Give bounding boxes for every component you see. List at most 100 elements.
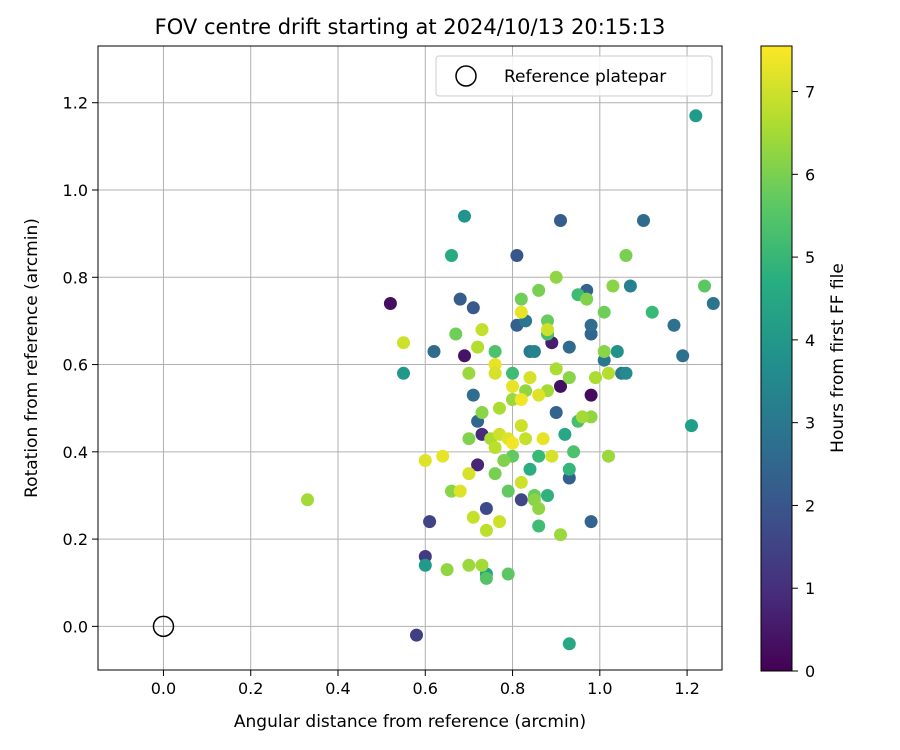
scatter-point [514, 493, 528, 507]
scatter-point [462, 558, 476, 572]
x-tick-label: 0.8 [500, 679, 525, 698]
scatter-point [549, 270, 563, 284]
scatter-point [436, 449, 450, 463]
scatter-point [462, 366, 476, 380]
x-tick-label: 0.0 [151, 679, 176, 698]
x-tick-label: 0.6 [413, 679, 438, 698]
scatter-point [458, 349, 471, 363]
scatter-point [554, 214, 567, 227]
scatter-point [462, 467, 476, 481]
scatter-point [689, 109, 703, 123]
grid-lines [98, 46, 722, 670]
scatter-point [597, 345, 611, 358]
scatter-point [580, 292, 594, 306]
scatter-point [471, 458, 485, 472]
scatter-point [514, 292, 528, 306]
colorbar-tick-label: 6 [805, 165, 815, 184]
y-tick-label: 1.0 [63, 181, 88, 200]
scatter-point [685, 419, 698, 433]
scatter-point [466, 301, 480, 315]
scatter-point [510, 249, 524, 262]
scatter-point [488, 366, 502, 380]
scatter-point [602, 366, 615, 380]
scatter-point [523, 371, 537, 385]
scatter-point [527, 345, 541, 358]
colorbar-tick-label: 4 [805, 331, 815, 350]
colorbar-label: Hours from first FF file [828, 263, 848, 453]
x-axis-label: Angular distance from reference (arcmin) [234, 712, 586, 732]
scatter-point [440, 563, 454, 577]
scatter-point [410, 628, 423, 642]
y-axis-ticks: 0.0 0.2 0.4 0.6 0.8 1.0 1.2 [63, 94, 98, 636]
scatter-point [501, 567, 515, 581]
colorbar-tick-label: 0 [805, 662, 815, 681]
colorbar-tick-label: 2 [805, 496, 815, 515]
scatter-point [667, 318, 681, 332]
scatter-point [523, 462, 537, 476]
x-tick-label: 0.4 [325, 679, 350, 698]
legend-box [435, 55, 713, 97]
colorbar-tick-label: 7 [805, 83, 815, 102]
scatter-point [497, 454, 511, 467]
scatter-point [462, 432, 476, 446]
y-tick-label: 0.2 [63, 530, 88, 549]
scatter-point [423, 515, 437, 529]
scatter-point [475, 406, 489, 419]
scatter-point [506, 436, 519, 450]
scatter-point [493, 515, 506, 529]
y-tick-label: 0.4 [63, 443, 88, 462]
scatter-point [458, 209, 471, 223]
scatter-point [558, 427, 572, 441]
chart-title: FOV centre drift starting at 2024/10/13 … [155, 15, 666, 39]
scatter-point [453, 292, 467, 306]
scatter-point [562, 462, 576, 476]
scatter-point [445, 249, 458, 262]
scatter-point [488, 345, 502, 358]
y-tick-label: 0.6 [63, 356, 88, 375]
colorbar-ticks: 0 1 2 3 4 5 6 7 [792, 83, 815, 681]
scatter-point [575, 410, 589, 424]
scatter-point [506, 379, 519, 393]
colorbar-tick-label: 1 [805, 579, 815, 598]
scatter-point [606, 279, 620, 293]
scatter-point [427, 345, 441, 358]
scatter-point [479, 523, 493, 537]
scatter-point [418, 454, 432, 467]
scatter-point [514, 419, 528, 433]
scatter-point [301, 493, 314, 507]
scatter-point [506, 366, 519, 380]
scatter-point [532, 283, 546, 297]
scatter-point [706, 297, 720, 310]
legend: Reference platepar [435, 55, 713, 97]
scatter-point [597, 305, 611, 319]
y-axis-label: Rotation from reference (arcmin) [22, 218, 42, 498]
scatter-point [532, 502, 546, 515]
scatter-point [619, 366, 633, 380]
scatter-point [466, 510, 480, 524]
x-tick-label: 0.2 [238, 679, 263, 698]
scatter-point [549, 362, 563, 376]
legend-marker-circle [455, 65, 477, 87]
scatter-point [584, 515, 598, 529]
scatter-point [584, 388, 598, 402]
scatter-point [471, 340, 485, 354]
scatter-point [466, 388, 480, 402]
scatter-point [532, 388, 546, 402]
scatter-point [549, 406, 563, 419]
scatter-point [536, 432, 550, 446]
reference-platepar-point [152, 615, 175, 638]
scatter-point [562, 371, 576, 385]
scatter-point [676, 349, 690, 363]
scatter-point [418, 558, 432, 572]
x-tick-label: 1.0 [587, 679, 612, 698]
scatter-point [541, 489, 554, 502]
scatter-point [567, 445, 581, 459]
data-points [301, 109, 720, 651]
scatter-point [610, 345, 624, 358]
scatter-point [554, 379, 567, 393]
scatter-point [479, 502, 493, 515]
scatter-point [453, 484, 467, 498]
scatter-point [514, 475, 528, 489]
scatter-point [645, 305, 659, 319]
